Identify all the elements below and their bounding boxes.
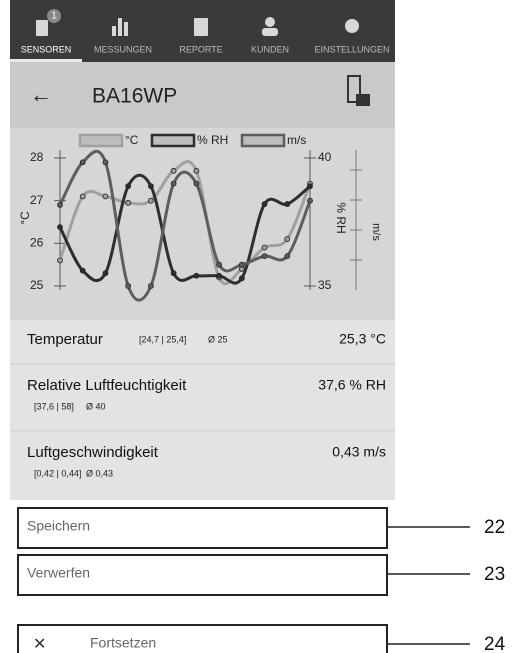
bar-icon: [124, 22, 128, 36]
badge: [47, 9, 61, 23]
nav-tab[interactable]: SENSOREN: [21, 44, 72, 54]
nav-icons: [36, 17, 359, 36]
bar-icon: [112, 26, 116, 36]
data-point: [79, 267, 86, 274]
back-button[interactable]: ←: [30, 82, 52, 107]
active-tab-indicator: [10, 59, 82, 62]
data-point: [307, 197, 313, 204]
data-point: [261, 253, 268, 260]
reading-label: Temperatur: [27, 331, 103, 348]
data-point: [193, 272, 200, 279]
report-icon: [194, 18, 208, 36]
data-point: [261, 201, 268, 207]
legend-swatch: [78, 133, 124, 148]
reading-value: 25,3 °C: [339, 331, 386, 347]
y-axis-label: °C: [18, 211, 32, 225]
legend-label: % RH: [197, 133, 228, 147]
reading-label: Luftgeschwindigkeit: [27, 444, 159, 461]
customer-icon: [265, 17, 275, 27]
button-label: Speichern: [27, 518, 90, 534]
button-icon: ✕: [33, 636, 46, 653]
reading-avg: Ø 25: [208, 334, 228, 344]
button-label: Verwerfen: [27, 565, 90, 581]
data-point: [148, 183, 154, 190]
data-point: [284, 201, 291, 207]
legend-swatch: [240, 133, 286, 148]
settings-icon: [345, 19, 359, 33]
data-point: [57, 224, 63, 231]
header-bar: [10, 62, 395, 128]
reading-avg: Ø 40: [86, 401, 106, 411]
button[interactable]: [17, 554, 388, 596]
y-tick-label: 26: [30, 236, 44, 250]
data-point: [102, 159, 109, 166]
data-point: [193, 180, 200, 187]
reading-range: [37,6 | 58]: [34, 401, 74, 411]
callout-number: 23: [484, 564, 505, 585]
rec-icon[interactable]: [347, 75, 361, 103]
data-point: [148, 283, 154, 289]
legend-label: °C: [125, 133, 139, 147]
data-point: [284, 236, 291, 242]
data-point: [125, 283, 132, 289]
badge-count: 1: [51, 11, 57, 22]
data-point: [102, 193, 109, 200]
callout-number: 22: [484, 517, 505, 538]
y2-tick-label: 35: [318, 278, 332, 292]
data-point: [170, 180, 177, 187]
rec-icon-badge: [356, 94, 370, 106]
data-point: [193, 167, 200, 174]
legend-swatch: [150, 133, 196, 148]
nav-tab[interactable]: KUNDEN: [251, 44, 289, 54]
data-point: [57, 202, 63, 208]
reading-value: 37,6 % RH: [318, 377, 386, 393]
bar-icon: [118, 18, 122, 36]
header-title: BA16WP: [92, 85, 177, 108]
data-point: [170, 167, 177, 174]
reading-avg: Ø 0,43: [86, 468, 113, 478]
button-label: Fortsetzen: [90, 635, 156, 651]
data-point: [79, 159, 86, 166]
y-tick-label: 25: [30, 278, 44, 292]
y2-axis-label: % RH: [334, 202, 348, 233]
legend-label: m/s: [287, 133, 306, 147]
data-point: [57, 257, 63, 264]
data-point: [307, 183, 313, 190]
data-point: [125, 183, 132, 190]
data-point: [261, 244, 268, 251]
y3-axis-label: m/s: [370, 223, 382, 241]
y2-tick-label: 40: [318, 150, 332, 164]
data-point: [148, 197, 154, 204]
data-point: [216, 261, 222, 268]
y-tick-label: 27: [30, 193, 44, 207]
readings-area: [10, 320, 395, 500]
data-point: [125, 199, 132, 206]
sensor-icon: [36, 20, 48, 36]
data-point: [79, 193, 86, 200]
callout-number: 24: [484, 634, 506, 653]
reading-range: [24,7 | 25,4]: [139, 334, 186, 344]
data-point: [216, 272, 222, 279]
nav-tab[interactable]: MESSUNGEN: [94, 44, 152, 54]
data-point: [284, 253, 291, 260]
reading-label: Relative Luftfeuchtigkeit: [27, 377, 187, 394]
data-point: [102, 270, 109, 277]
data-point: [170, 270, 177, 277]
reading-value: 0,43 m/s: [332, 444, 386, 460]
nav-tab[interactable]: REPORTE: [179, 44, 222, 54]
y-tick-label: 28: [30, 150, 44, 164]
button[interactable]: [17, 624, 388, 653]
nav-tab[interactable]: EINSTELLUNGEN: [314, 44, 389, 54]
customer-icon: [262, 28, 278, 36]
chart-area: [10, 128, 395, 320]
button[interactable]: [17, 507, 388, 549]
data-point: [238, 275, 245, 282]
data-point: [238, 261, 245, 268]
reading-range: [0,42 | 0,44]: [34, 468, 81, 478]
